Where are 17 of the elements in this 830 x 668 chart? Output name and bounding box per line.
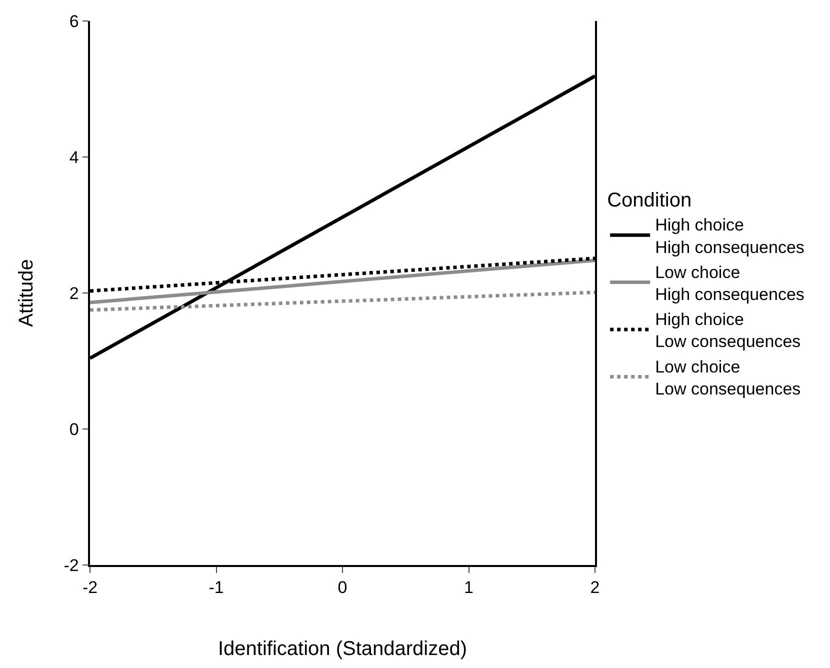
x-tick-label: 2	[590, 578, 600, 598]
x-tick-label: -2	[82, 578, 98, 598]
legend-label: High choice High consequences	[655, 216, 804, 257]
legend-label: Low choice High consequences	[655, 262, 804, 304]
x-tick-label: 1	[464, 578, 474, 598]
x-tick-label: -1	[208, 578, 224, 598]
legend-title: Condition	[607, 190, 692, 212]
legend-label: Low choice Low consequences	[655, 357, 801, 398]
y-tick-label: 2	[69, 284, 79, 303]
y-tick-label: -2	[64, 556, 79, 575]
legend-label: High choice Low consequences	[655, 310, 801, 352]
y-tick-label: 0	[69, 420, 79, 439]
x-axis-title: Identification (Standardized)	[218, 638, 468, 660]
y-axis-title: Attitude	[16, 259, 38, 327]
y-tick-label: 6	[69, 12, 79, 31]
y-tick-label: 4	[69, 148, 79, 167]
x-tick-label: 0	[338, 578, 348, 598]
